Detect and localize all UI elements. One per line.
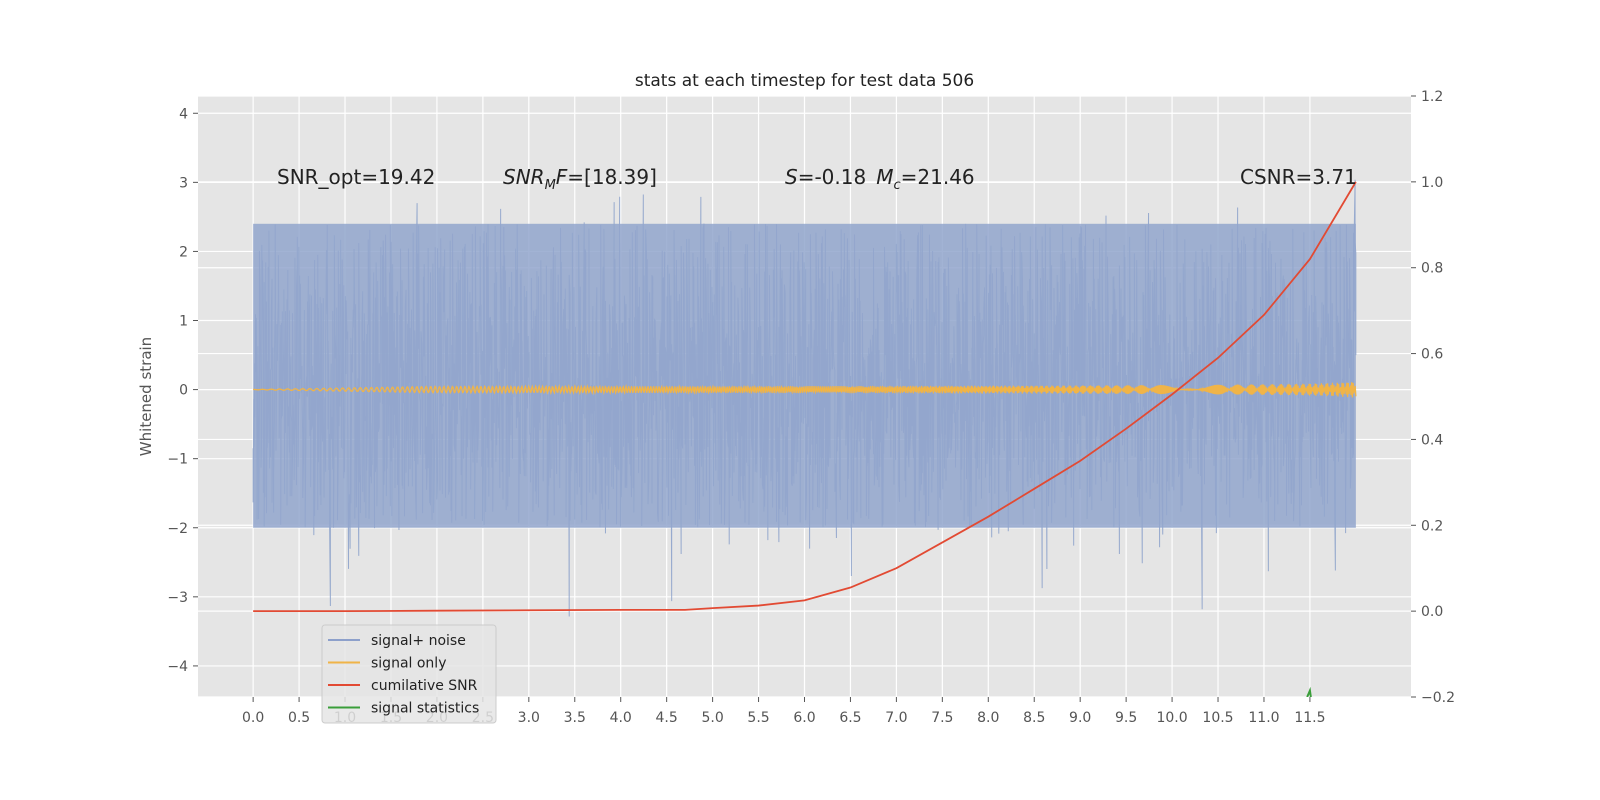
x-tick-label: 6.5 [839, 710, 861, 726]
y-tick-label: −3 [167, 590, 188, 606]
x-tick-label: 9.0 [1069, 710, 1091, 726]
x-tick-label: 10.5 [1202, 710, 1233, 726]
x-tick-label: 7.5 [931, 710, 953, 726]
annotation-s-label: S [785, 165, 798, 189]
axes: 0.00.51.01.52.02.53.03.54.04.55.05.56.06… [167, 89, 1455, 726]
y2-tick-label: 0.4 [1421, 432, 1443, 448]
y2-tick-label: 0.2 [1421, 518, 1443, 534]
x-tick-label: 10.0 [1156, 710, 1187, 726]
y-tick-label: 1 [179, 314, 188, 330]
x-tick-label: 11.0 [1248, 710, 1279, 726]
x-tick-label: 8.0 [977, 710, 999, 726]
annotation-s-value: =-0.18 [798, 165, 867, 189]
y-tick-label: 0 [179, 383, 188, 399]
signal-noise-band [253, 223, 1356, 528]
y-tick-label: 4 [179, 106, 188, 122]
x-tick-label: 7.0 [885, 710, 907, 726]
y-tick-label: 3 [179, 175, 188, 191]
x-tick-label: 0.0 [242, 710, 264, 726]
annotation-snr-mf-value: =[18.39] [567, 165, 657, 189]
y2-tick-label: −0.2 [1421, 690, 1455, 706]
y2-tick-label: 1.0 [1421, 175, 1443, 191]
series-signal-noise [252, 179, 1357, 617]
x-tick-label: 9.5 [1115, 710, 1137, 726]
chart-title: stats at each timestep for test data 506 [635, 71, 974, 91]
x-tick-label: 3.0 [518, 710, 540, 726]
legend: signal+ noise signal only cumilative SNR si… [321, 624, 497, 724]
x-tick-label: 5.0 [701, 710, 723, 726]
series-cumulative-snr [253, 181, 1357, 613]
x-tick-label: 4.0 [610, 710, 632, 726]
annotation-s-mc: S=-0.18 Mc=21.46 [785, 165, 975, 193]
x-tick-label: 0.5 [288, 710, 310, 726]
legend-box [321, 624, 497, 724]
annotation-snr-opt: SNR_opt=19.42 [277, 165, 435, 189]
legend-label: cumilative SNR [371, 678, 478, 694]
legend-label: signal statistics [371, 701, 479, 717]
y2-tick-label: 0.0 [1421, 604, 1443, 620]
annotation-mc-label: M [876, 165, 893, 189]
annotation-mc-sub: c [893, 178, 900, 193]
x-tick-label: 6.0 [793, 710, 815, 726]
y-tick-label: −2 [167, 521, 188, 537]
series-signal-only [253, 382, 1357, 398]
y-axis-label: Whitened strain [137, 337, 155, 456]
legend-label: signal only [371, 656, 446, 672]
data-layer [252, 179, 1357, 697]
x-tick-label: 8.5 [1023, 710, 1045, 726]
x-tick-label: 11.5 [1294, 710, 1325, 726]
annotation-snr-mf-sub: M [545, 178, 556, 193]
y2-tick-label: 0.8 [1421, 261, 1443, 277]
y-tick-label: −1 [167, 452, 188, 468]
y-tick-label: −4 [167, 659, 188, 675]
annotation-snr-mf-f: F [556, 165, 568, 189]
y2-tick-label: 0.6 [1421, 347, 1443, 363]
x-tick-label: 4.5 [656, 710, 678, 726]
x-tick-label: 5.5 [747, 710, 769, 726]
series-signal-statistics [1306, 686, 1312, 697]
x-tick-label: 3.5 [564, 710, 586, 726]
annotation-csnr: CSNR=3.71 [1240, 165, 1357, 189]
annotation-mc-value: =21.46 [901, 165, 975, 189]
legend-label: signal+ noise [371, 633, 466, 649]
annotation-snr-mf-main: SNR [503, 165, 545, 189]
annotation-snr-mf: SNRMF=[18.39] [503, 165, 657, 193]
y-tick-label: 2 [179, 244, 188, 260]
y2-tick-label: 1.2 [1421, 89, 1443, 105]
